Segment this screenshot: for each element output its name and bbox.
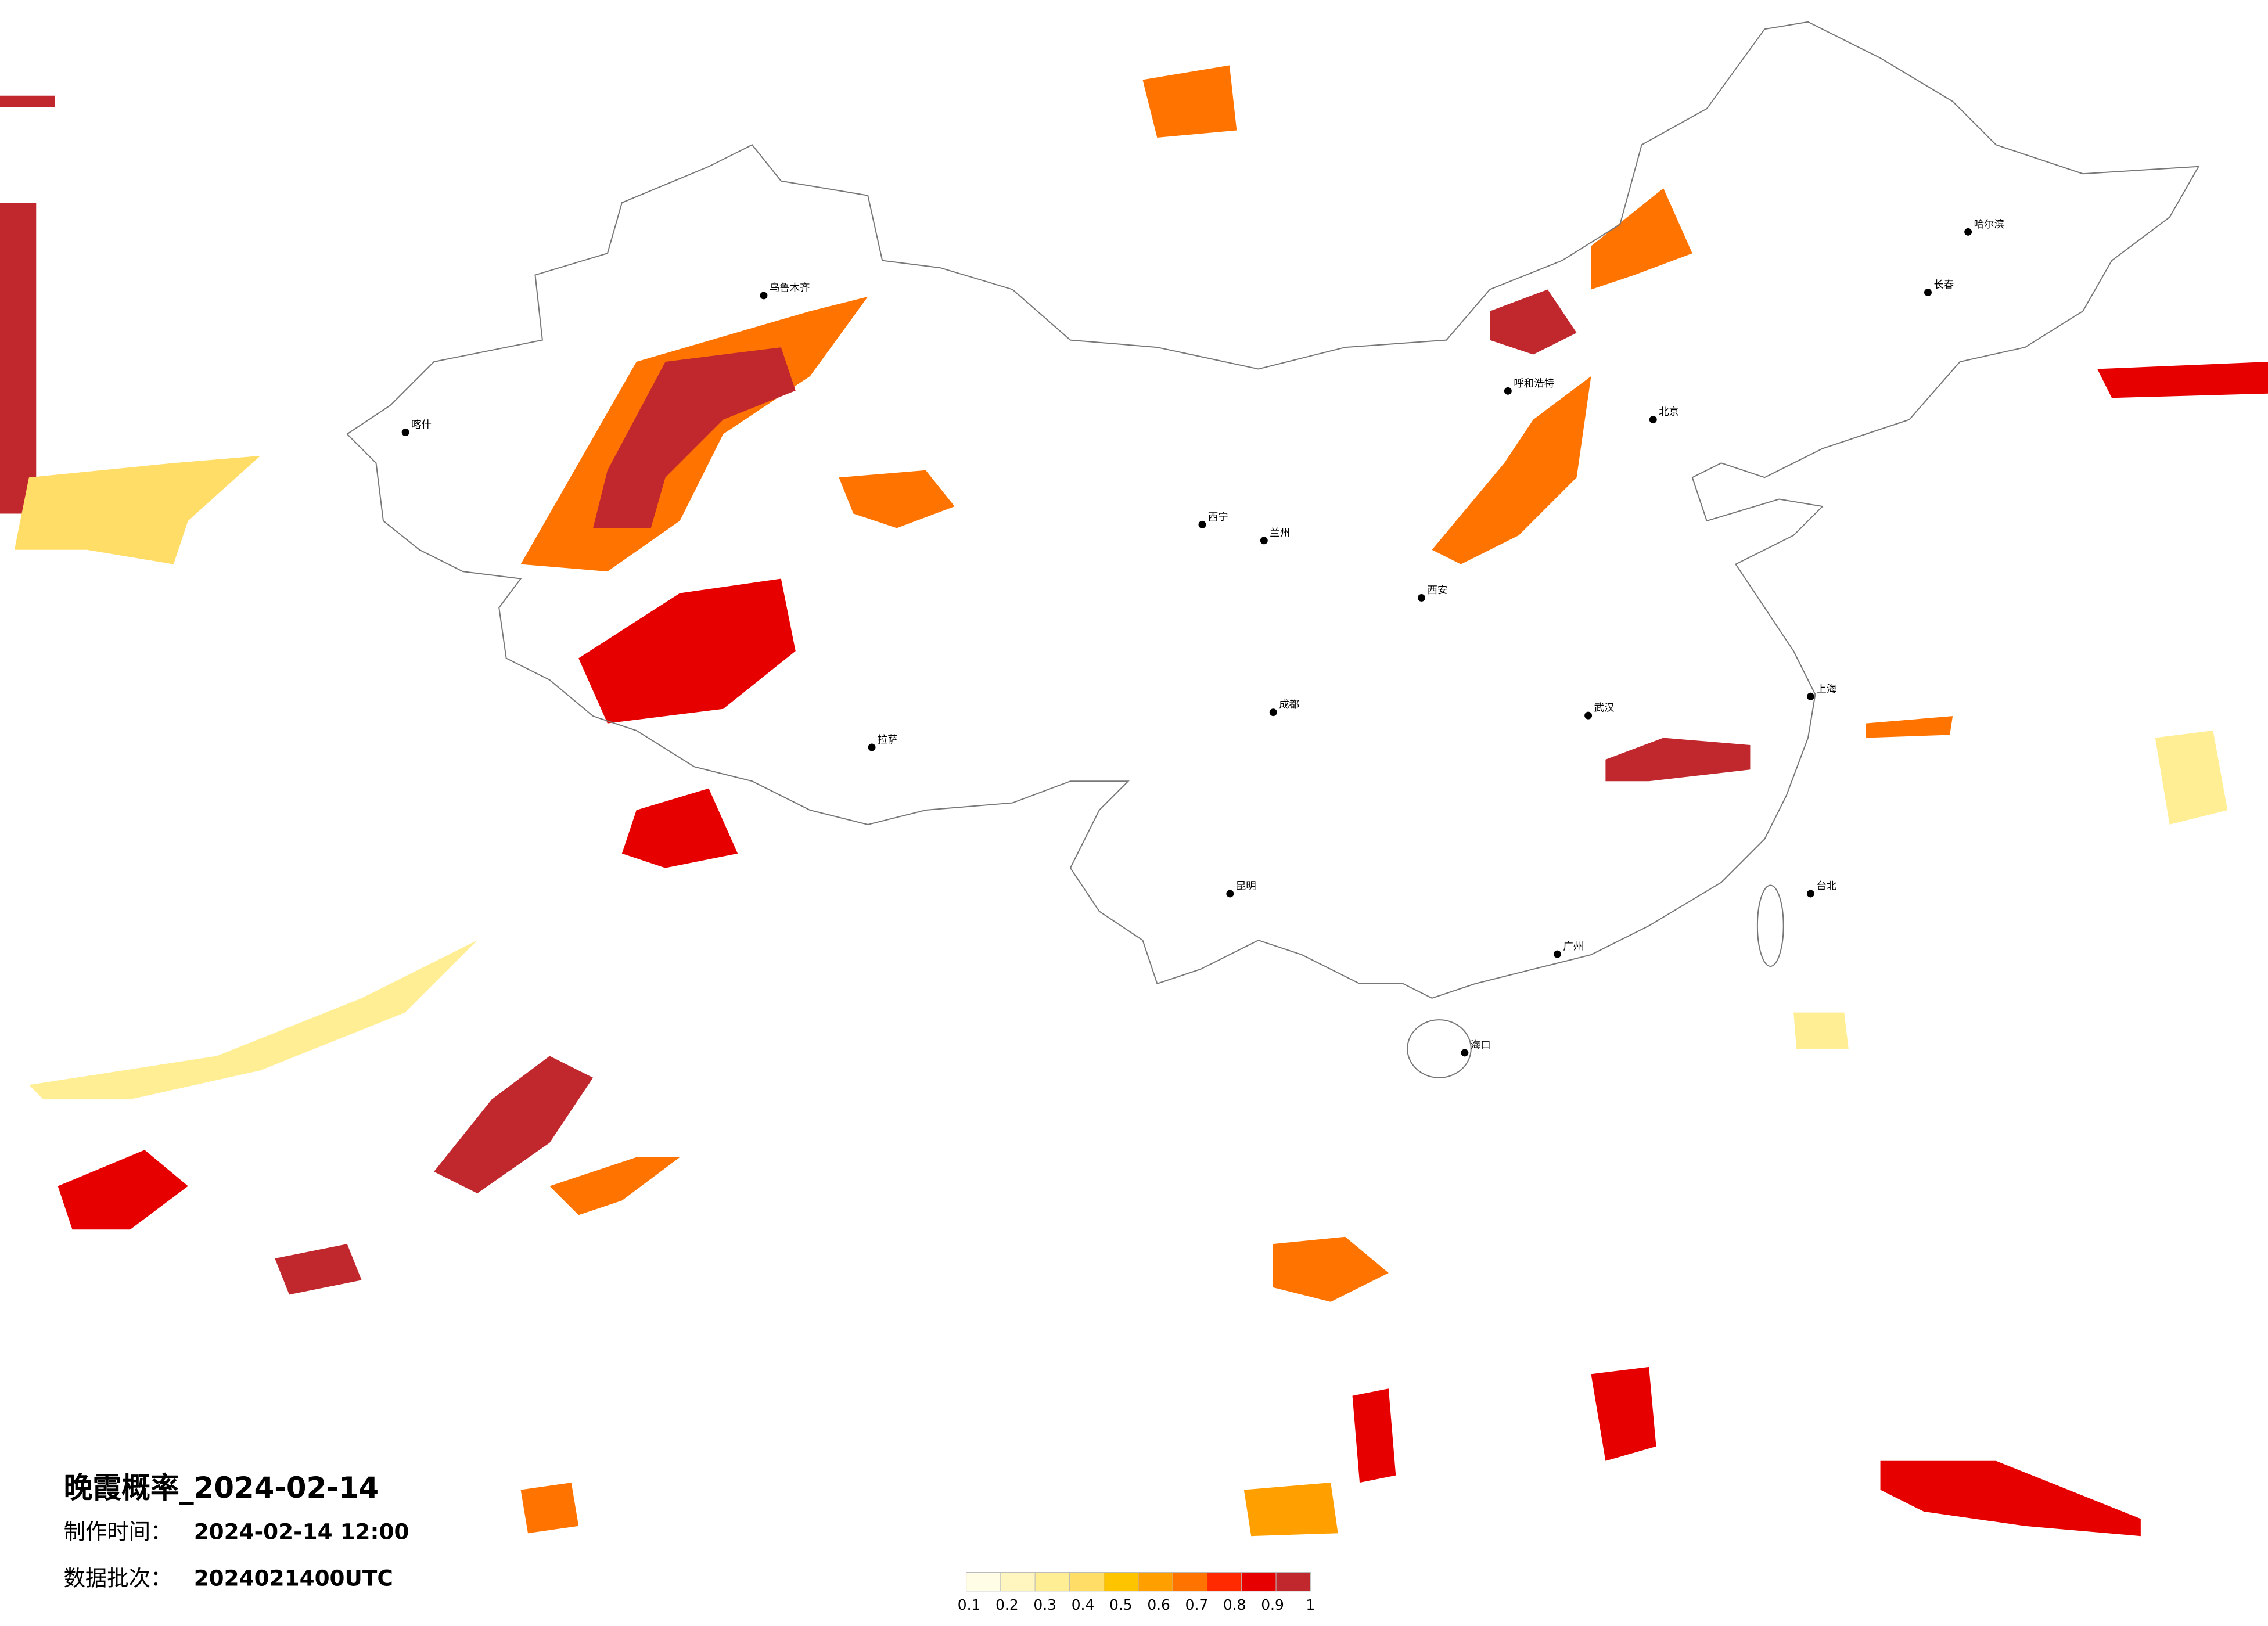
colorbar-tick-label: 0.5 xyxy=(1109,1596,1133,1613)
city-label: 上海 xyxy=(1816,684,1836,695)
colorbar-swatch xyxy=(1172,1571,1208,1592)
made-time-value: 2024-02-14 12:00 xyxy=(194,1519,409,1545)
colorbar-swatch xyxy=(1207,1571,1242,1592)
city-label: 成都 xyxy=(1279,699,1299,711)
field-patch xyxy=(520,1483,579,1534)
field-patch xyxy=(1880,1460,2141,1537)
city-dot xyxy=(401,429,409,436)
city-dot xyxy=(868,743,876,751)
city-label: 长春 xyxy=(1933,279,1954,291)
field-patch xyxy=(434,1056,594,1193)
field-patch xyxy=(0,203,37,514)
field-patch xyxy=(1142,65,1237,138)
field-patch xyxy=(57,1150,188,1230)
city-dot xyxy=(1806,890,1814,898)
city-dot xyxy=(1418,593,1425,602)
city-dot xyxy=(1504,387,1512,395)
city-dot xyxy=(1226,890,1234,898)
batch-label: 数据批次： xyxy=(64,1565,172,1591)
city-dot xyxy=(1649,416,1657,424)
city-dot xyxy=(1198,520,1206,528)
city-label: 台北 xyxy=(1816,881,1836,893)
colorbar-tick-label: 0.1 xyxy=(958,1596,981,1613)
city-label: 北京 xyxy=(1659,406,1679,418)
colorbar-tick-label: 0.8 xyxy=(1223,1596,1246,1613)
city-dot xyxy=(1461,1049,1469,1057)
field-patch xyxy=(275,1244,362,1295)
colorbar-tick-label: 0.9 xyxy=(1261,1596,1284,1613)
city-dot xyxy=(760,292,768,300)
field-patch xyxy=(2097,361,2268,398)
field-patch xyxy=(28,940,477,1100)
field-patch xyxy=(1793,1012,1849,1049)
map-title: 晚霞概率_2024-02-14 xyxy=(64,1471,379,1505)
batch-value: 2024021400UTC xyxy=(194,1565,393,1591)
city-label: 兰州 xyxy=(1270,527,1290,539)
field-patch xyxy=(1591,188,1692,290)
field-patch xyxy=(2155,731,2228,825)
city-label: 海口 xyxy=(1471,1039,1491,1051)
city-dot xyxy=(1260,537,1268,545)
city-dot xyxy=(1964,228,1972,236)
colorbar-swatch xyxy=(1069,1571,1105,1592)
mainland-border xyxy=(346,21,2200,999)
city-label: 广州 xyxy=(1563,941,1583,953)
colorbar-tick-label: 1 xyxy=(1306,1596,1315,1613)
colorbar-tick-label: 0.7 xyxy=(1185,1596,1209,1613)
field-patch xyxy=(578,578,796,724)
city-label: 西安 xyxy=(1427,585,1447,596)
city-label: 喀什 xyxy=(411,419,432,431)
city-label: 西宁 xyxy=(1208,512,1228,523)
city-label: 武汉 xyxy=(1594,703,1615,714)
colorbar-swatch xyxy=(1138,1571,1173,1592)
field-patch xyxy=(1243,1483,1338,1537)
colorbar-tick-label: 0.2 xyxy=(995,1596,1019,1613)
field-patch xyxy=(1490,289,1577,355)
field-patch xyxy=(593,347,796,528)
field-patch xyxy=(1866,716,1953,738)
city-dot xyxy=(1806,692,1814,700)
city-label: 拉萨 xyxy=(878,734,898,746)
city-dot xyxy=(1924,288,1932,296)
city-label: 呼和浩特 xyxy=(1514,378,1554,390)
colorbar-tick-label: 0.6 xyxy=(1147,1596,1170,1613)
field-patch xyxy=(621,788,738,868)
field-patch xyxy=(0,95,55,107)
country-outline xyxy=(346,21,2200,1078)
colorbar-swatch xyxy=(1275,1571,1311,1592)
taiwan-border xyxy=(1756,884,1784,967)
colorbar-swatch xyxy=(1000,1571,1036,1592)
probability-field xyxy=(0,65,2268,1537)
field-patch xyxy=(839,470,955,528)
city-dot xyxy=(1553,950,1561,958)
field-patch xyxy=(1352,1388,1396,1483)
colorbar-swatch xyxy=(1241,1571,1277,1592)
city-label: 哈尔滨 xyxy=(1974,219,2004,231)
colorbar-tick-label: 0.3 xyxy=(1033,1596,1056,1613)
field-patch xyxy=(1591,1366,1656,1461)
colorbar-tick-label: 0.4 xyxy=(1072,1596,1095,1613)
colorbar-swatch xyxy=(1034,1571,1070,1592)
hainan-border xyxy=(1407,1019,1472,1078)
field-patch xyxy=(14,455,261,564)
city-dot xyxy=(1584,711,1593,720)
made-time-label: 制作时间： xyxy=(64,1519,172,1545)
city-dot xyxy=(1269,708,1277,717)
colorbar-swatch xyxy=(1104,1571,1139,1592)
field-patch xyxy=(1432,376,1591,564)
city-label: 昆明 xyxy=(1236,881,1256,893)
colorbar-swatch xyxy=(966,1571,1001,1592)
field-patch xyxy=(1605,738,1751,782)
city-label: 乌鲁木齐 xyxy=(770,282,810,294)
colorbar: 0.1 0.2 0.3 0.4 0.5 0.6 0.7 0.8 0.9 1 xyxy=(958,1571,1315,1613)
field-patch xyxy=(1273,1236,1389,1302)
field-patch xyxy=(549,1157,680,1215)
